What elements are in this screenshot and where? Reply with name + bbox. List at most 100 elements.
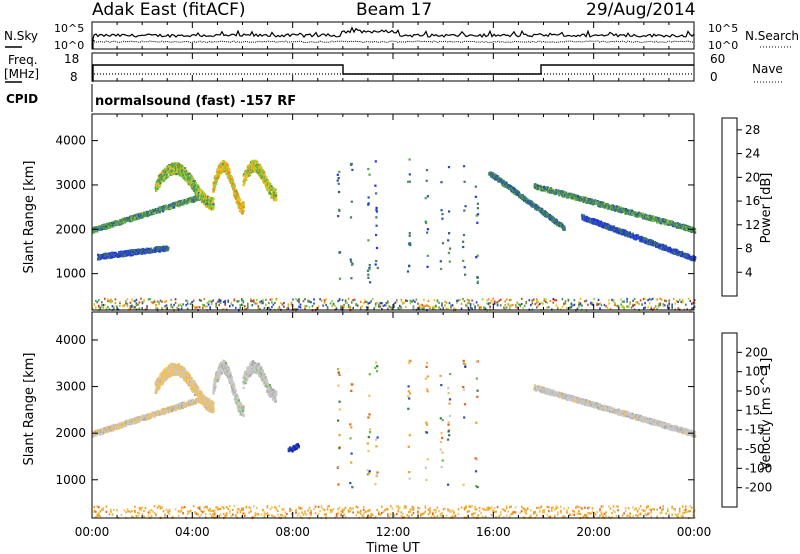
data-cell [597, 303, 600, 306]
data-cell [141, 301, 144, 304]
data-cell [263, 174, 266, 177]
data-cell [259, 169, 262, 172]
data-cell [457, 299, 460, 302]
data-cell [263, 171, 266, 174]
data-cell [237, 200, 240, 203]
data-cell [257, 305, 260, 308]
data-cell [492, 297, 494, 300]
data-cell [170, 298, 172, 301]
data-cell [96, 301, 99, 304]
data-cell [197, 185, 200, 188]
data-cell [408, 242, 411, 245]
data-cell [663, 218, 667, 221]
data-cell [190, 177, 193, 180]
data-cell [159, 249, 162, 252]
data-cell [502, 306, 505, 309]
data-cell [129, 307, 132, 310]
data-cell [491, 172, 494, 175]
data-cell [163, 179, 166, 182]
data-cell [265, 185, 269, 189]
data-cell [106, 222, 109, 225]
data-cell [228, 172, 231, 176]
data-cell [500, 178, 503, 181]
data-cell [101, 301, 103, 304]
data-cell [552, 301, 555, 304]
data-cell [368, 268, 371, 271]
data-cell [657, 305, 660, 308]
data-cell [676, 223, 679, 226]
data-cell [579, 197, 583, 200]
data-cell [336, 173, 339, 176]
data-cell [217, 174, 220, 178]
data-cell [212, 204, 215, 208]
data-cell [487, 302, 490, 305]
data-cell [177, 304, 180, 307]
data-cell [552, 298, 555, 301]
data-cell [192, 299, 195, 302]
data-cell [472, 303, 475, 306]
data-cell [242, 299, 245, 303]
data-cell [371, 298, 374, 301]
data-cell [174, 301, 177, 304]
data-cell [191, 183, 195, 186]
data-cell [344, 299, 347, 302]
data-cell [641, 216, 644, 219]
data-cell [267, 187, 270, 190]
data-cell [335, 307, 338, 311]
data-cell [185, 177, 188, 181]
data-cell [185, 304, 187, 307]
data-cell [283, 305, 285, 308]
data-cell [405, 305, 407, 308]
data-cell [271, 301, 273, 304]
data-cell [447, 307, 449, 310]
data-cell [374, 305, 377, 308]
data-cell [381, 302, 383, 305]
data-cell [132, 299, 135, 302]
data-cell [537, 184, 540, 187]
data-cell [340, 307, 342, 310]
data-cell [447, 239, 450, 242]
data-cell [662, 304, 664, 307]
data-cell [671, 221, 674, 224]
data-cell [565, 191, 568, 194]
data-cell [268, 301, 270, 305]
data-cell [514, 305, 517, 308]
data-cell [448, 302, 451, 305]
data-cell [329, 302, 332, 305]
data-cell [421, 304, 424, 307]
data-cell [609, 224, 612, 228]
data-cell [508, 307, 511, 310]
data-cell [180, 305, 183, 308]
data-cell [631, 232, 634, 235]
data-cell [635, 301, 637, 304]
data-cell [495, 301, 497, 304]
data-cell [194, 182, 197, 185]
data-cell [405, 299, 407, 302]
data-cell [590, 198, 593, 201]
data-cell [633, 214, 636, 217]
data-cell [260, 166, 263, 169]
data-cell [243, 182, 246, 185]
data-cell [110, 298, 112, 301]
data-cell [205, 201, 208, 204]
data-cell [104, 303, 106, 307]
data-cell [426, 254, 429, 257]
data-cell [167, 171, 170, 174]
data-cell [212, 188, 215, 191]
data-cell [185, 299, 187, 302]
data-cell [623, 307, 625, 310]
data-cell [573, 299, 576, 302]
data-cell [546, 306, 549, 309]
data-cell [197, 190, 200, 193]
data-cell [427, 299, 430, 303]
data-cell [188, 172, 191, 175]
data-cell [685, 256, 688, 259]
data-cell [666, 246, 669, 249]
data-cell [188, 201, 191, 204]
data-cell [238, 300, 240, 303]
data-cell [210, 300, 213, 303]
data-cell [384, 304, 386, 307]
freq-label: Freq. [8, 53, 38, 67]
data-cell [585, 299, 588, 302]
data-cell [614, 303, 616, 307]
